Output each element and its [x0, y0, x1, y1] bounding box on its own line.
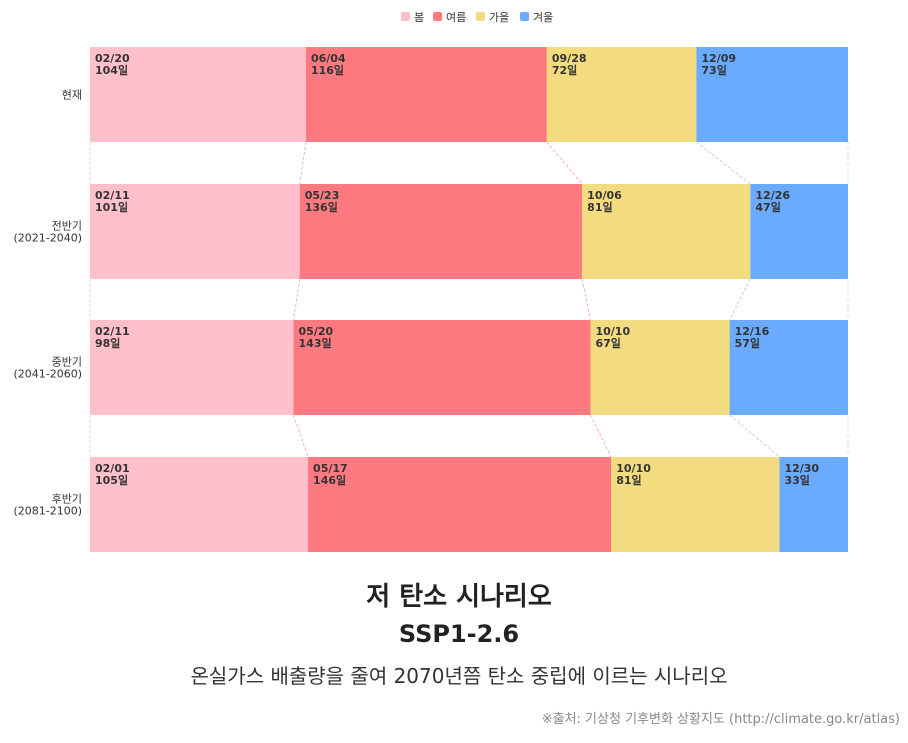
bar-segment — [590, 320, 730, 415]
segment-date-label: 05/20 — [299, 325, 334, 338]
segment-date-label: 12/16 — [735, 325, 770, 338]
bar-segment — [299, 184, 583, 279]
bar-segment — [90, 184, 300, 279]
bar-segment — [293, 320, 591, 415]
legend: 봄 여름 가을 겨울 — [401, 11, 553, 24]
segment-days-label: 143일 — [299, 336, 332, 350]
segment-days-label: 81일 — [616, 473, 641, 487]
connector-line — [546, 141, 583, 185]
segment-date-label: 05/23 — [305, 189, 340, 202]
segment-date-label: 02/01 — [95, 462, 130, 475]
segment-days-label: 136일 — [305, 200, 338, 214]
legend-swatch-1 — [401, 12, 410, 21]
bar-segment — [750, 184, 848, 279]
row-label: 중반기 (2041-2060) — [13, 356, 82, 381]
bar-segment — [90, 47, 306, 142]
segment-date-label: 12/09 — [701, 52, 736, 65]
bar-segment — [729, 320, 848, 415]
bars: 02/20104일06/04116일09/2872일12/0973일02/111… — [90, 47, 848, 552]
segment-days-label: 105일 — [95, 473, 128, 487]
segment-date-label: 10/06 — [587, 189, 622, 202]
connector-line — [293, 414, 309, 458]
row-label: 후반기 (2081-2100) — [13, 493, 82, 518]
chart-subtitle: SSP1-2.6 — [398, 620, 520, 648]
chart-title: 저 탄소 시나리오 — [366, 582, 552, 612]
legend-label-4: 겨울 — [533, 11, 553, 24]
segment-date-label: 10/10 — [595, 325, 630, 338]
segment-days-label: 116일 — [311, 63, 344, 77]
segment-days-label: 146일 — [313, 473, 346, 487]
segment-days-label: 72일 — [552, 63, 577, 77]
legend-swatch-2 — [433, 12, 442, 21]
segment-date-label: 05/17 — [313, 462, 348, 475]
segment-days-label: 57일 — [735, 336, 760, 350]
segment-date-label: 02/11 — [95, 325, 130, 338]
source-note: ※출처: 기상청 기후변화 상황지도 (http://climate.go.kr… — [541, 712, 900, 727]
legend-label-1: 봄 — [414, 11, 424, 24]
legend-label-2: 여름 — [446, 11, 466, 24]
segment-date-label: 12/26 — [755, 189, 790, 202]
bar-segment — [611, 457, 780, 552]
bar-segment — [308, 457, 612, 552]
connector-line — [729, 278, 751, 321]
row-label: 전반기 (2021-2040) — [13, 220, 82, 245]
segment-days-label: 73일 — [701, 63, 726, 77]
bar-segment — [779, 457, 848, 552]
segment-days-label: 67일 — [595, 336, 620, 350]
legend-swatch-3 — [476, 12, 485, 21]
segment-days-label: 101일 — [95, 200, 128, 214]
connector-line — [299, 141, 307, 185]
bar-segment — [90, 320, 294, 415]
segment-date-label: 02/11 — [95, 189, 130, 202]
connector-line — [293, 278, 301, 321]
legend-label-3: 가을 — [489, 11, 509, 24]
segment-days-label: 81일 — [587, 200, 612, 214]
segment-date-label: 12/30 — [784, 462, 819, 475]
connector-line — [590, 414, 612, 458]
segment-date-label: 10/10 — [616, 462, 651, 475]
bar-segment — [546, 47, 697, 142]
bar-segment — [696, 47, 848, 142]
connector-line — [581, 278, 591, 321]
segment-date-label: 02/20 — [95, 52, 130, 65]
segment-days-label: 33일 — [784, 473, 809, 487]
connector-lines — [89, 141, 849, 458]
segment-days-label: 47일 — [755, 200, 780, 214]
segment-days-label: 104일 — [95, 63, 128, 77]
chart-description: 온실가스 배출량을 줄여 2070년쯤 탄소 중립에 이르는 시나리오 — [190, 664, 728, 688]
connector-line — [696, 141, 751, 185]
segment-date-label: 09/28 — [552, 52, 587, 65]
bar-segment — [582, 184, 751, 279]
segment-date-label: 06/04 — [311, 52, 346, 65]
legend-swatch-4 — [520, 12, 529, 21]
row-label: 현재 — [62, 89, 82, 102]
connector-line — [729, 414, 780, 458]
bar-segment — [90, 457, 309, 552]
segment-days-label: 98일 — [95, 336, 120, 350]
bar-segment — [305, 47, 547, 142]
